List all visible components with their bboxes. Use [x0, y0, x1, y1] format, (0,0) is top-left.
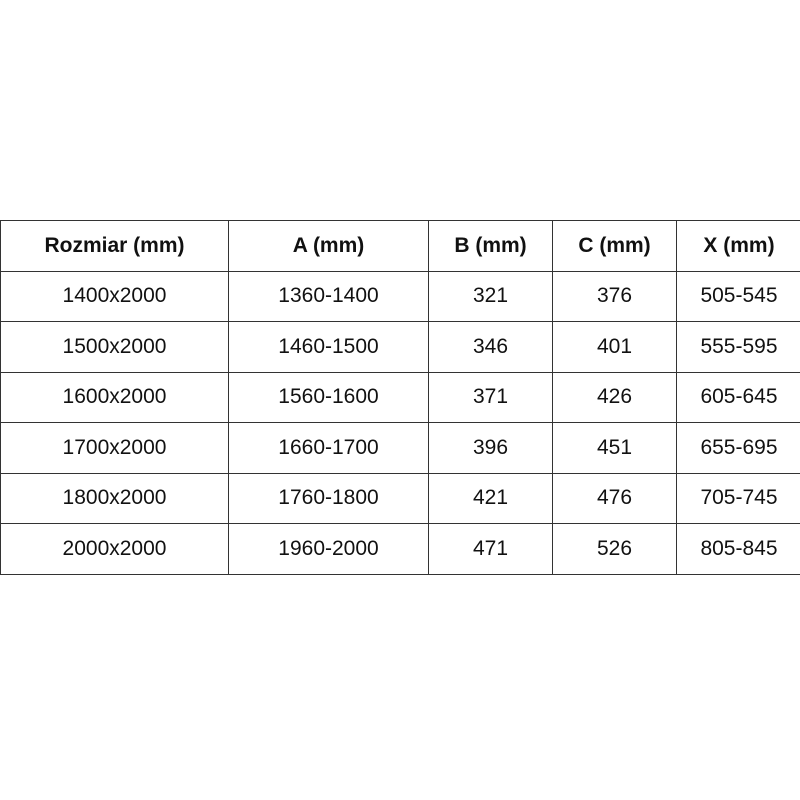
- cell-size: 1500x2000: [0, 321, 229, 373]
- header-c: C (mm): [552, 220, 677, 272]
- cell-x: 705-745: [676, 472, 800, 524]
- header-x: X (mm): [676, 220, 800, 272]
- cell-b: 346: [428, 321, 553, 373]
- cell-size: 1800x2000: [0, 472, 229, 524]
- header-b: B (mm): [428, 220, 553, 272]
- table-row: 1700x2000 1660-1700 396 451 655-695: [0, 422, 800, 474]
- table-row: 2000x2000 1960-2000 471 526 805-845: [0, 523, 800, 575]
- cell-x: 555-595: [676, 321, 800, 373]
- cell-c: 376: [552, 270, 677, 322]
- cell-x: 805-845: [676, 523, 800, 575]
- header-size: Rozmiar (mm): [0, 220, 229, 272]
- cell-c: 526: [552, 523, 677, 575]
- table-row: 1800x2000 1760-1800 421 476 705-745: [0, 472, 800, 524]
- cell-a: 1960-2000: [228, 523, 429, 575]
- cell-a: 1460-1500: [228, 321, 429, 373]
- cell-c: 451: [552, 422, 677, 474]
- cell-x: 505-545: [676, 270, 800, 322]
- cell-size: 1400x2000: [0, 270, 229, 322]
- cell-b: 371: [428, 371, 553, 423]
- cell-x: 655-695: [676, 422, 800, 474]
- cell-b: 321: [428, 270, 553, 322]
- header-a: A (mm): [228, 220, 429, 272]
- cell-b: 471: [428, 523, 553, 575]
- table-row: 1400x2000 1360-1400 321 376 505-545: [0, 270, 800, 322]
- cell-a: 1760-1800: [228, 472, 429, 524]
- cell-size: 1600x2000: [0, 371, 229, 423]
- header-row: Rozmiar (mm) A (mm) B (mm) C (mm) X (mm): [0, 220, 800, 272]
- cell-c: 476: [552, 472, 677, 524]
- cell-c: 426: [552, 371, 677, 423]
- cell-a: 1660-1700: [228, 422, 429, 474]
- cell-c: 401: [552, 321, 677, 373]
- cell-b: 421: [428, 472, 553, 524]
- cell-a: 1360-1400: [228, 270, 429, 322]
- cell-a: 1560-1600: [228, 371, 429, 423]
- table-row: 1500x2000 1460-1500 346 401 555-595: [0, 321, 800, 373]
- cell-size: 1700x2000: [0, 422, 229, 474]
- table-row: 1600x2000 1560-1600 371 426 605-645: [0, 371, 800, 423]
- cell-x: 605-645: [676, 371, 800, 423]
- dimensions-table: Rozmiar (mm) A (mm) B (mm) C (mm) X (mm)…: [0, 220, 800, 575]
- cell-b: 396: [428, 422, 553, 474]
- cell-size: 2000x2000: [0, 523, 229, 575]
